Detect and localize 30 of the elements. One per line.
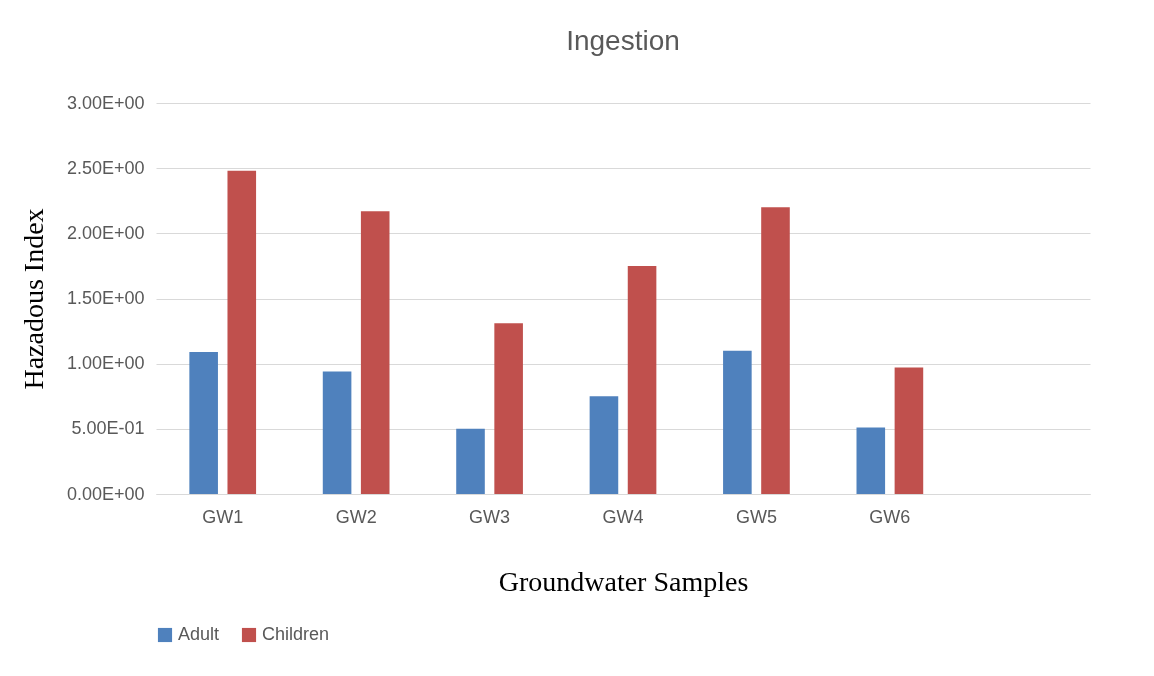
bar <box>189 351 218 494</box>
bar <box>456 428 485 494</box>
bar <box>894 367 924 494</box>
x-tick-label: GW6 <box>869 506 911 527</box>
chart-title: Ingestion <box>566 25 680 56</box>
bar <box>227 170 257 494</box>
y-axis-title: Hazadous Index <box>17 208 49 390</box>
y-tick-label: 3.00E+00 <box>66 92 145 113</box>
y-tick-label: 1.50E+00 <box>66 288 145 308</box>
y-tick-label: 5.00E-01 <box>71 418 145 439</box>
legend-label: Adult <box>178 624 220 644</box>
x-tick-label: GW5 <box>735 506 777 527</box>
bar <box>627 265 657 494</box>
bar <box>589 396 619 494</box>
bar <box>322 371 352 494</box>
bar <box>856 427 886 494</box>
x-tick-label: GW1 <box>202 506 244 527</box>
x-tick-label: GW4 <box>602 506 644 527</box>
bar <box>761 207 790 494</box>
x-tick-label: GW2 <box>335 506 377 527</box>
bar <box>360 211 390 494</box>
y-tick-label: 0.00E+00 <box>66 483 145 504</box>
y-tick-label: 2.00E+00 <box>66 222 145 243</box>
bar <box>494 323 523 494</box>
y-tick-label: 2.50E+00 <box>66 157 145 178</box>
x-tick-label: GW3 <box>469 506 511 527</box>
y-tick-label: 1.00E+00 <box>66 353 145 374</box>
bar <box>723 350 752 494</box>
x-axis-title: Groundwater Samples <box>498 565 749 597</box>
legend-label: Children <box>262 624 330 644</box>
